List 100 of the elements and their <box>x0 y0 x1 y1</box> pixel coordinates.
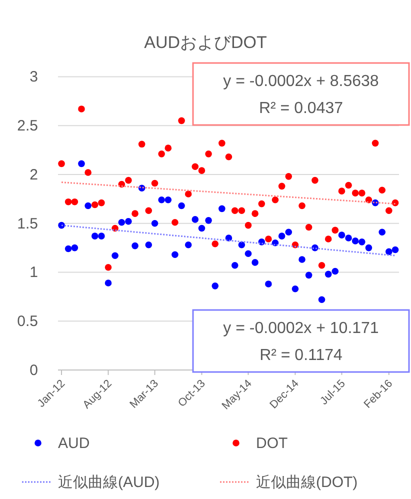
point <box>64 245 72 252</box>
point <box>372 140 379 147</box>
point <box>205 150 212 158</box>
point <box>78 160 85 168</box>
legend-label: DOT <box>256 435 288 452</box>
point <box>231 207 238 214</box>
annotation: R² = 0.0437 <box>258 100 344 117</box>
point <box>252 259 258 266</box>
point <box>125 176 132 184</box>
point <box>118 218 126 226</box>
point <box>238 241 246 248</box>
point <box>184 190 192 198</box>
y-tick-label: 3 <box>30 68 38 86</box>
point <box>218 140 226 147</box>
point <box>198 224 206 232</box>
point <box>278 232 286 240</box>
point <box>318 262 326 269</box>
point <box>198 167 206 174</box>
point <box>258 200 266 208</box>
point <box>212 240 219 248</box>
point <box>378 186 386 194</box>
point <box>84 202 92 210</box>
point <box>285 228 292 236</box>
point <box>125 218 132 225</box>
point <box>84 169 92 176</box>
y-tick-label: 0.5 <box>17 313 38 330</box>
point <box>145 241 152 248</box>
point <box>64 198 72 206</box>
point <box>292 285 299 292</box>
y-tick-label: 1.5 <box>17 215 38 232</box>
point <box>345 182 352 189</box>
chart-title: AUDおよびDOT <box>144 33 267 52</box>
point <box>192 163 199 170</box>
point <box>318 296 326 304</box>
point <box>338 188 346 194</box>
point <box>145 207 152 214</box>
point <box>252 210 258 217</box>
point <box>132 242 138 250</box>
point <box>164 144 172 152</box>
point <box>378 228 386 236</box>
point <box>358 238 366 246</box>
point <box>312 176 318 184</box>
point <box>278 182 286 190</box>
legend-label: AUD <box>58 435 90 452</box>
point <box>324 270 332 278</box>
point <box>78 106 85 112</box>
y-tick-label: 2.5 <box>17 118 38 135</box>
point <box>386 207 392 214</box>
point <box>298 202 306 210</box>
point <box>365 244 372 252</box>
point <box>151 180 158 187</box>
point <box>265 236 272 242</box>
point <box>98 232 105 240</box>
point <box>91 232 98 240</box>
point <box>58 160 65 168</box>
point <box>352 238 359 244</box>
legend-label: 近似曲線(AUD) <box>58 474 160 491</box>
annotation: y = -0.0002x + 8.5638 <box>223 73 379 90</box>
point <box>212 282 219 290</box>
point <box>158 150 165 158</box>
point <box>91 201 98 208</box>
legend-label: 近似曲線(DOT) <box>256 474 358 491</box>
point <box>244 250 252 258</box>
y-tick-label: 2 <box>30 166 38 184</box>
point <box>71 244 78 252</box>
point <box>298 256 306 263</box>
y-tick-label: 1 <box>30 264 38 282</box>
point <box>178 202 185 210</box>
point <box>71 198 78 206</box>
point <box>132 210 138 217</box>
point <box>192 216 199 223</box>
point <box>164 196 172 204</box>
point <box>98 199 105 206</box>
point <box>205 217 212 224</box>
point <box>272 196 279 204</box>
point <box>151 220 158 227</box>
point <box>104 264 112 271</box>
point <box>305 224 312 231</box>
point <box>324 236 332 242</box>
point <box>386 248 392 256</box>
point <box>332 268 339 275</box>
annotation: y = -0.0002x + 10.171 <box>223 320 379 337</box>
point <box>352 190 359 196</box>
point <box>172 218 178 226</box>
point <box>392 199 399 206</box>
point <box>158 196 165 204</box>
point <box>172 251 178 258</box>
point <box>358 190 366 196</box>
point <box>112 252 118 260</box>
y-tick-label: 0 <box>30 362 38 379</box>
point <box>332 226 339 234</box>
annotation: R² = 0.1174 <box>260 347 343 364</box>
point <box>345 234 352 242</box>
point <box>104 280 112 286</box>
point <box>305 272 312 279</box>
point <box>225 153 232 160</box>
point <box>178 117 185 124</box>
point <box>218 205 226 212</box>
point <box>231 262 238 269</box>
point <box>244 222 252 229</box>
